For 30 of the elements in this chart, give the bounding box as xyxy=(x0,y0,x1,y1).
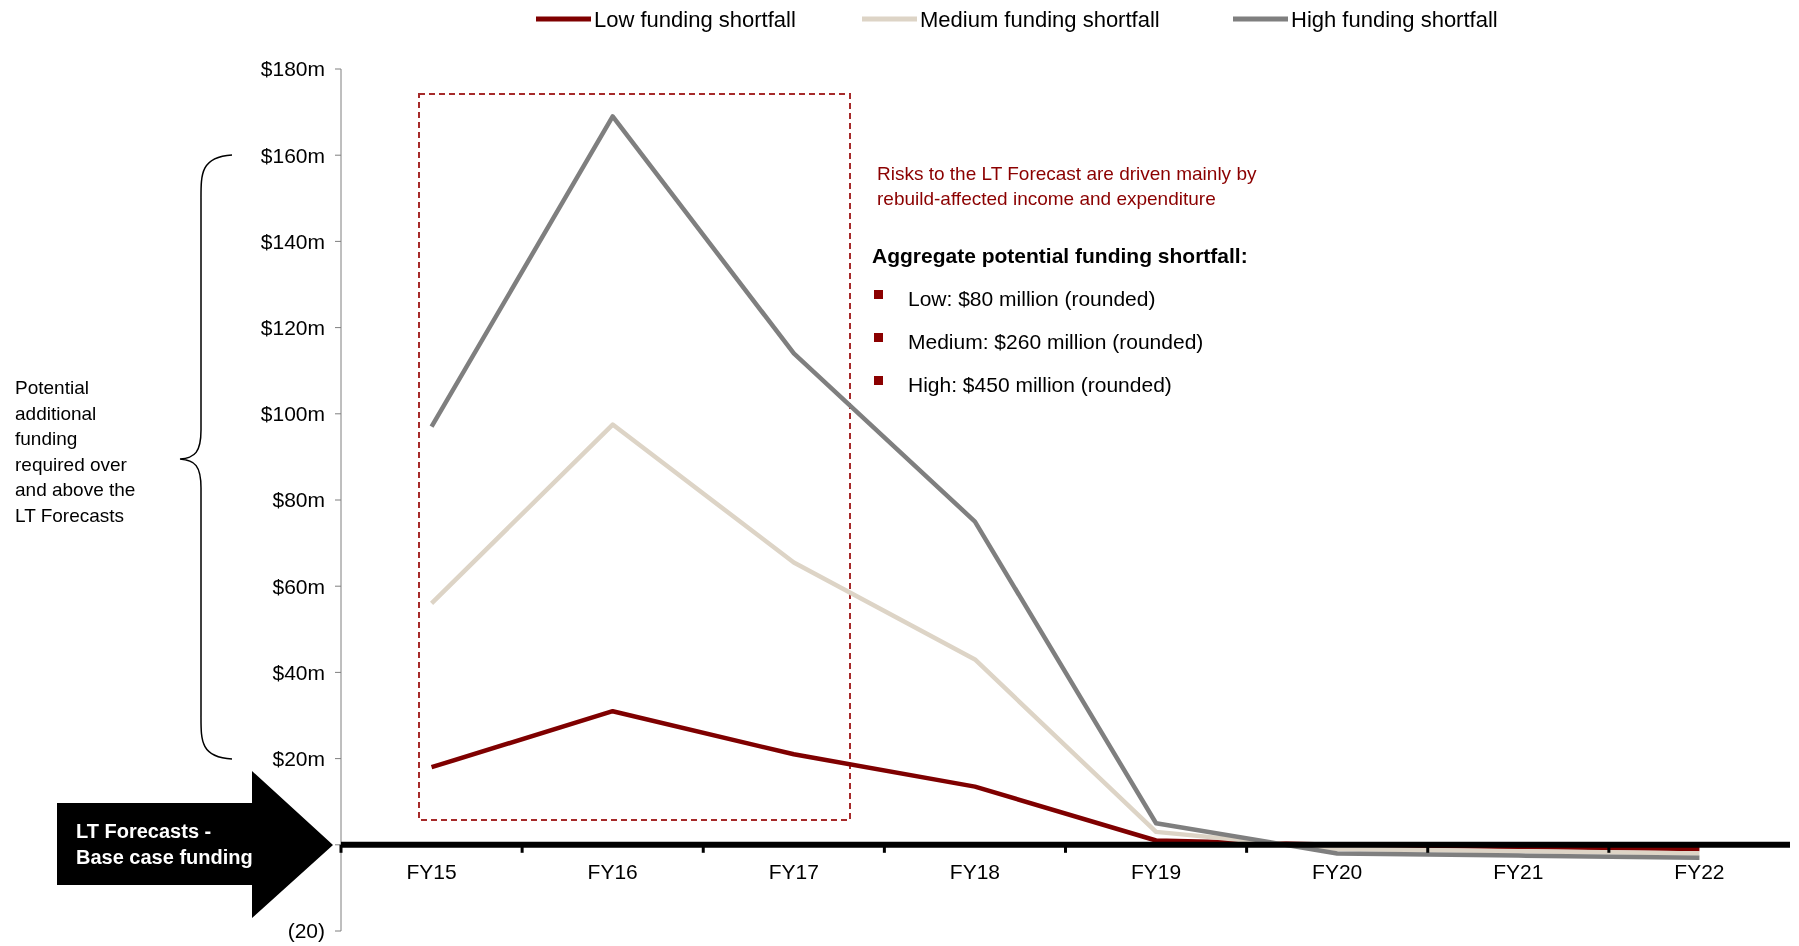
y-tick-label: $60m xyxy=(272,574,325,598)
text: LT Forecasts - Base case funding xyxy=(76,820,253,868)
y-tick-label: $120m xyxy=(260,315,325,339)
y-tick-label: $140m xyxy=(260,229,325,253)
legend-label: Low funding shortfall xyxy=(594,6,796,32)
x-tick-label: FY18 xyxy=(949,859,1001,883)
annotation: Aggregate potential funding shortfall: xyxy=(872,244,1248,267)
y-tick-label: $20m xyxy=(272,746,325,770)
x-tick-label: FY15 xyxy=(406,859,457,883)
y-tick-label: $80m xyxy=(272,488,325,512)
y-tick-label: (20) xyxy=(287,919,325,943)
line-series xyxy=(429,114,1702,860)
y-tick-label: $40m xyxy=(272,660,325,684)
x-tick-label: FY16 xyxy=(587,859,638,883)
y-tick-label: $100m xyxy=(260,402,325,426)
x-tick-label: FY19 xyxy=(1130,859,1182,883)
annotation: Medium: $260 million (rounded) xyxy=(908,330,1204,353)
x-tick-label: FY17 xyxy=(768,859,819,883)
legend-label: Medium funding shortfall xyxy=(920,6,1160,32)
annotation: Low: $80 million (rounded) xyxy=(908,287,1156,310)
legend-label: High funding shortfall xyxy=(1291,6,1498,32)
annotation: High: $450 million (rounded) xyxy=(908,373,1172,396)
line-series xyxy=(429,422,1702,856)
x-tick-label: FY21 xyxy=(1493,859,1544,883)
x-tick-label: FY20 xyxy=(1312,859,1363,883)
annotation: Risks to the LT Forecast are driven mainly by rebuild-affected income and expenditure xyxy=(877,163,1257,209)
x-tick-label: FY22 xyxy=(1674,859,1725,883)
text: Potential additional funding required over and above the LT Forecasts xyxy=(15,377,136,526)
y-tick-label: $160m xyxy=(260,143,325,167)
y-tick-label: $180m xyxy=(260,57,325,81)
